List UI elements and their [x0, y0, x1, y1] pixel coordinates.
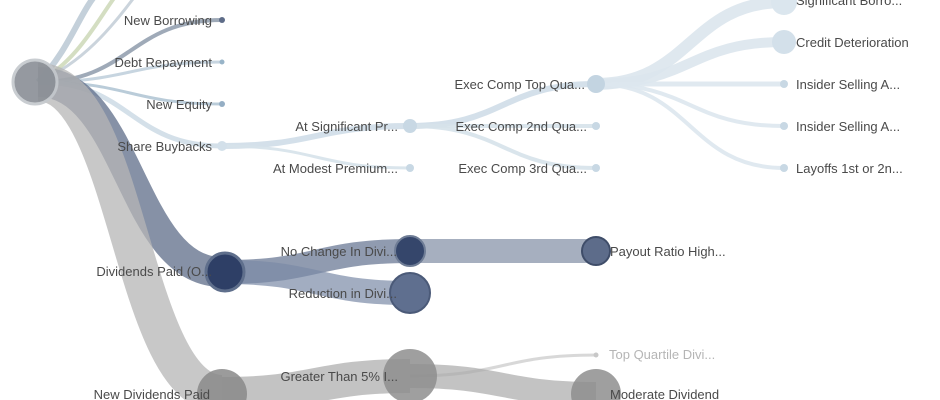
- tree-labels: New Borrowing Debt Repayment New Equity …: [94, 0, 909, 400]
- node-exec-3rd[interactable]: [592, 164, 600, 172]
- node-share-buybacks[interactable]: [217, 141, 227, 151]
- link-new-div-greater-5: [221, 359, 411, 400]
- label-no-change-div: No Change In Divi...: [281, 244, 397, 259]
- node-insider-selling-2[interactable]: [780, 122, 788, 130]
- node-insider-selling-1[interactable]: [780, 80, 788, 88]
- label-layoffs: Layoffs 1st or 2n...: [796, 161, 903, 176]
- link-significant-exec-3rd: [409, 124, 597, 170]
- node-at-modest[interactable]: [406, 164, 414, 172]
- node-credit-deterioration[interactable]: [772, 30, 796, 54]
- link-dividends-reduction: [224, 260, 411, 305]
- node-exec-2nd[interactable]: [592, 122, 600, 130]
- node-dividends-paid[interactable]: [204, 251, 246, 293]
- label-exec-3rd: Exec Comp 3rd Qua...: [458, 161, 587, 176]
- label-reduction-div: Reduction in Divi...: [289, 286, 397, 301]
- label-payout-ratio: Payout Ratio High...: [610, 244, 726, 259]
- label-moderate-dividend: Moderate Dividend: [610, 387, 719, 400]
- label-significant-borro: Significant Borro...: [796, 0, 902, 8]
- link-buybacks-significant: [221, 123, 411, 149]
- node-reduction-div[interactable]: [389, 272, 431, 314]
- label-at-modest: At Modest Premium...: [273, 161, 398, 176]
- node-root[interactable]: [11, 58, 59, 106]
- node-new-borrowing[interactable]: [219, 17, 225, 23]
- node-top-quartile-div[interactable]: [593, 352, 599, 358]
- link-greater-5-moderate: [409, 364, 597, 400]
- label-debt-repayment: Debt Repayment: [114, 55, 212, 70]
- node-debt-repayment[interactable]: [219, 59, 225, 65]
- label-at-significant: At Significant Pr...: [295, 119, 398, 134]
- node-no-change-div[interactable]: [394, 235, 426, 267]
- tree-links: [35, 0, 785, 400]
- label-credit-deterioration: Credit Deterioration: [796, 35, 909, 50]
- node-new-dividends-paid[interactable]: [197, 369, 247, 400]
- label-exec-top: Exec Comp Top Qua...: [454, 77, 585, 92]
- node-at-significant[interactable]: [403, 119, 417, 133]
- label-top-quartile-div: Top Quartile Divi...: [609, 347, 715, 362]
- label-insider-selling-2: Insider Selling A...: [796, 119, 900, 134]
- label-insider-selling-1: Insider Selling A...: [796, 77, 900, 92]
- label-exec-2nd: Exec Comp 2nd Qua...: [455, 119, 587, 134]
- label-share-buybacks: Share Buybacks: [117, 139, 212, 154]
- node-layoffs[interactable]: [780, 164, 788, 172]
- node-moderate-dividend[interactable]: [571, 369, 621, 400]
- label-new-dividends-paid: New Dividends Paid: [94, 387, 210, 400]
- link-exec-top-insider-2: [595, 82, 785, 128]
- node-significant-borro[interactable]: [771, 0, 797, 15]
- label-new-borrowing: New Borrowing: [124, 13, 212, 28]
- label-dividends-paid: Dividends Paid (O...: [96, 264, 212, 279]
- tree-nodes: [11, 0, 797, 400]
- label-new-equity: New Equity: [146, 97, 212, 112]
- node-greater-than-5[interactable]: [383, 349, 437, 400]
- link-exec-top-layoffs: [595, 82, 785, 170]
- link-buybacks-modest: [221, 144, 411, 170]
- link-root-new-dividends-paid: [35, 63, 225, 400]
- node-exec-top[interactable]: [587, 75, 605, 93]
- node-payout-ratio[interactable]: [581, 236, 611, 266]
- node-new-equity[interactable]: [219, 101, 225, 107]
- label-greater-than-5: Greater Than 5% I...: [280, 369, 398, 384]
